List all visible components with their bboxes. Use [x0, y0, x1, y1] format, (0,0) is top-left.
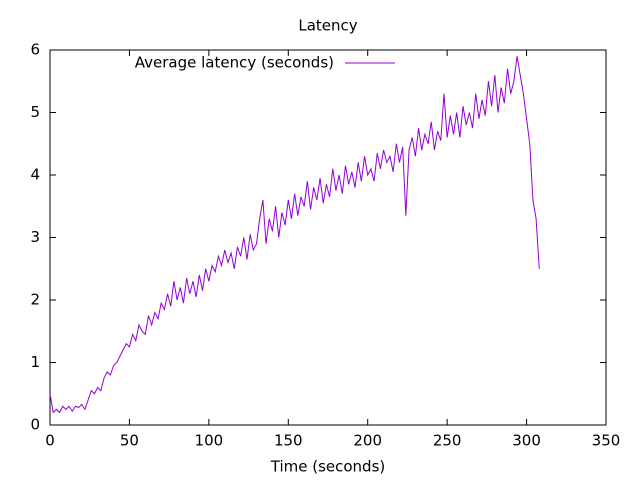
x-axis-label: Time (seconds): [270, 458, 386, 476]
chart-title: Latency: [298, 17, 357, 35]
x-tick-label: 300: [512, 432, 541, 450]
x-tick-label: 0: [45, 432, 55, 450]
y-tick-label: 3: [30, 228, 40, 246]
data-line: [49, 56, 540, 414]
x-tick-label: 150: [274, 432, 303, 450]
y-tick-label: 5: [30, 103, 40, 121]
y-tick-label: 1: [30, 353, 40, 371]
x-tick-label: 350: [592, 432, 621, 450]
y-tick-label: 4: [30, 166, 40, 184]
legend-label: Average latency (seconds): [135, 54, 334, 72]
y-tick-label: 6: [30, 41, 40, 59]
x-tick-label: 100: [195, 432, 224, 450]
y-tick-label: 0: [30, 416, 40, 434]
y-tick-label: 2: [30, 291, 40, 309]
x-tick-label: 250: [433, 432, 462, 450]
x-tick-label: 50: [120, 432, 139, 450]
x-tick-label: 200: [353, 432, 382, 450]
plot-frame: [49, 49, 607, 426]
